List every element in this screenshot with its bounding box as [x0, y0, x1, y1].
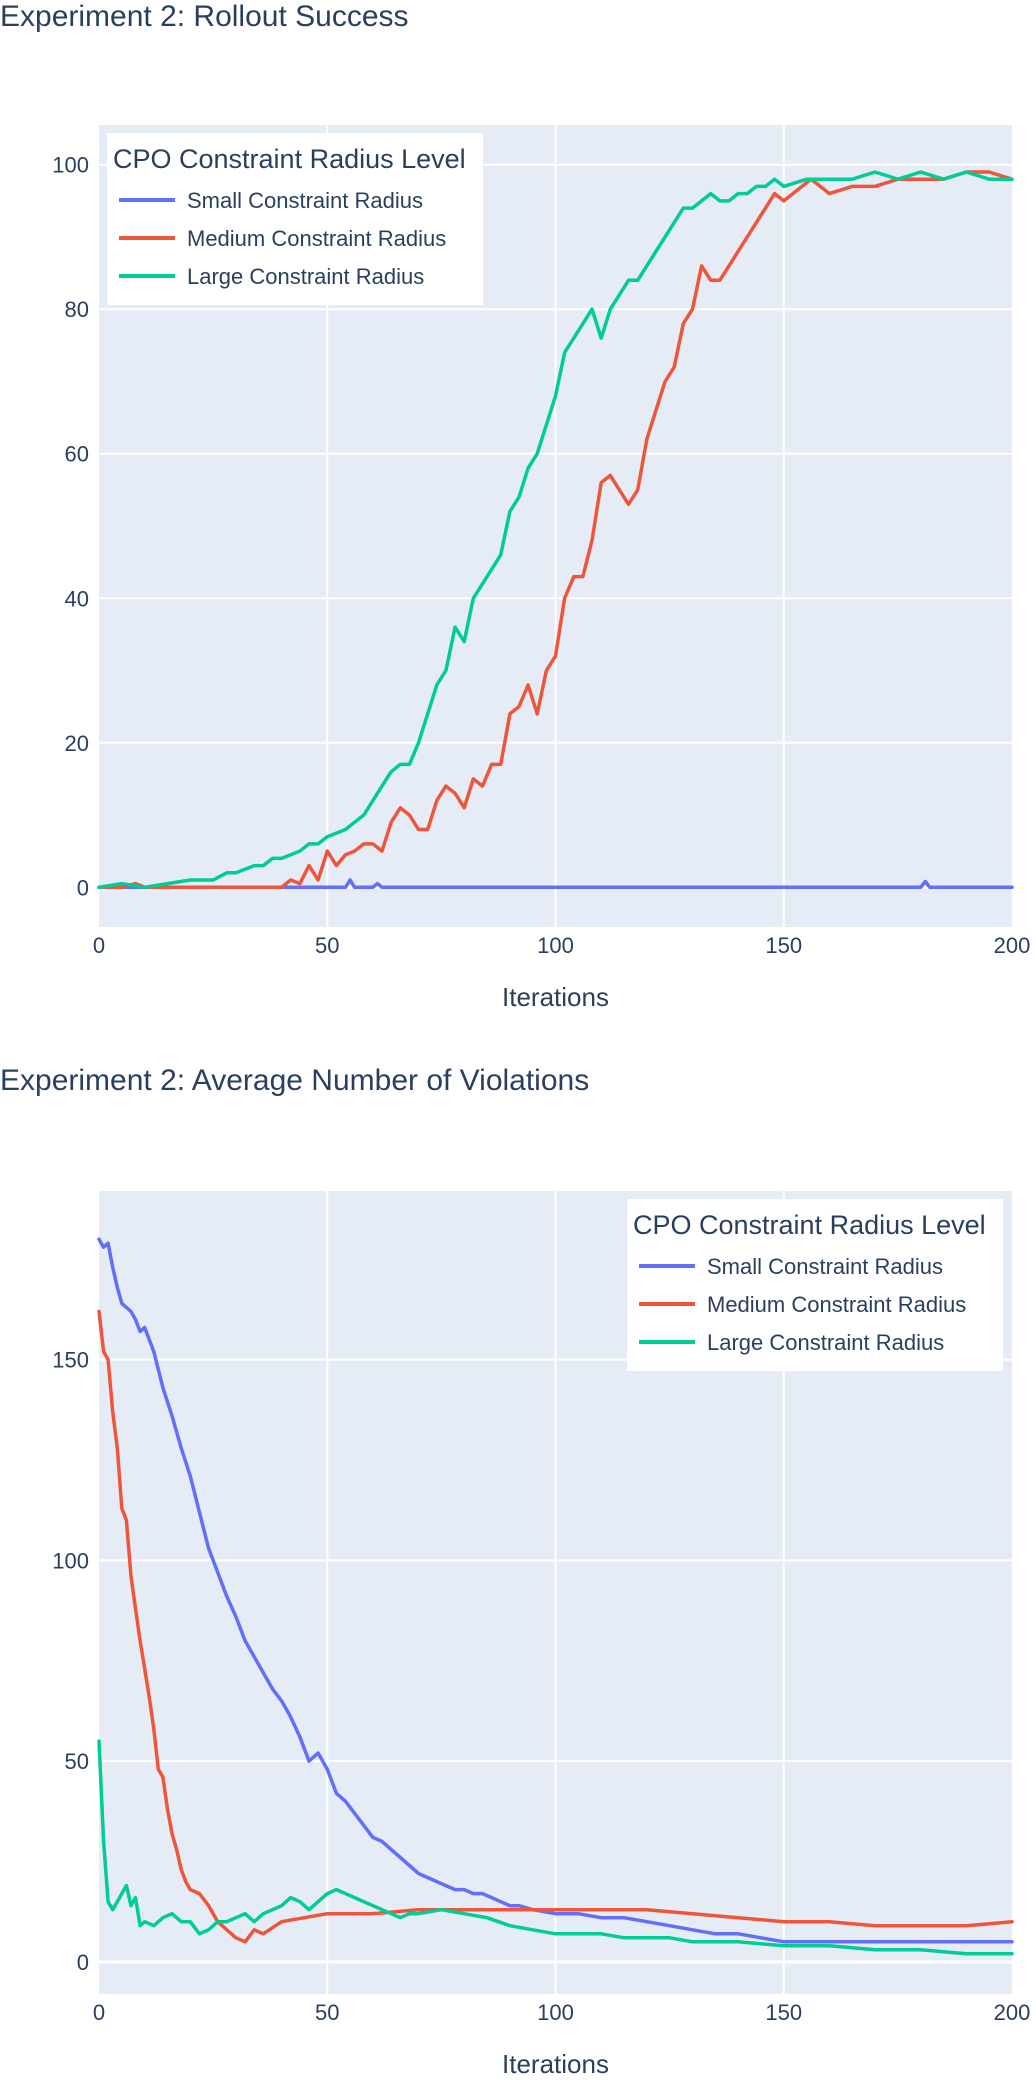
y-tick-label: 0	[77, 875, 89, 900]
y-tick-label: 40	[65, 586, 89, 611]
legend-title: CPO Constraint Radius Level	[633, 1210, 986, 1240]
legend-label-1: Medium Constraint Radius	[707, 1292, 966, 1317]
x-tick-label: 200	[994, 2000, 1031, 2025]
y-tick-label: 100	[52, 153, 89, 178]
series-line-2	[97, 1739, 1014, 1956]
chart-title-rollout-success: Experiment 2: Rollout Success	[0, 0, 409, 33]
x-axis-title: Iterations	[502, 2049, 609, 2079]
y-tick-label: 80	[65, 297, 89, 322]
legend-label-2: Large Constraint Radius	[707, 1330, 944, 1355]
x-tick-label: 50	[315, 933, 339, 958]
y-tick-label: 100	[52, 1548, 89, 1573]
y-tick-label: 60	[65, 442, 89, 467]
x-tick-label: 0	[93, 2000, 105, 2025]
series-line-0	[97, 1237, 1014, 1944]
y-tick-label: 50	[65, 1749, 89, 1774]
series-line-1	[97, 170, 1014, 890]
legend-label-2: Large Constraint Radius	[187, 264, 424, 289]
series-line-0	[97, 878, 1014, 890]
x-tick-label: 100	[537, 933, 574, 958]
x-tick-label: 150	[765, 2000, 802, 2025]
legend-label-0: Small Constraint Radius	[187, 188, 423, 213]
y-tick-label: 150	[52, 1348, 89, 1373]
series-line-2	[97, 170, 1014, 890]
x-tick-label: 0	[93, 933, 105, 958]
y-tick-label: 20	[65, 731, 89, 756]
x-tick-label: 150	[765, 933, 802, 958]
rollout-success-chart: 0 50 100 150 200 0 20 40 60 80 100 Iterations CPO Co…	[52, 125, 1031, 1012]
x-tick-label: 200	[994, 933, 1031, 958]
legend-label-1: Medium Constraint Radius	[187, 226, 446, 251]
x-tick-label: 50	[315, 2000, 339, 2025]
x-axis-title: Iterations	[502, 982, 609, 1012]
y-tick-label: 0	[77, 1950, 89, 1975]
chart-title-violations: Experiment 2: Average Number of Violatio…	[0, 1064, 590, 1097]
legend-label-0: Small Constraint Radius	[707, 1254, 943, 1279]
x-tick-label: 100	[537, 2000, 574, 2025]
legend-title: CPO Constraint Radius Level	[113, 144, 466, 174]
